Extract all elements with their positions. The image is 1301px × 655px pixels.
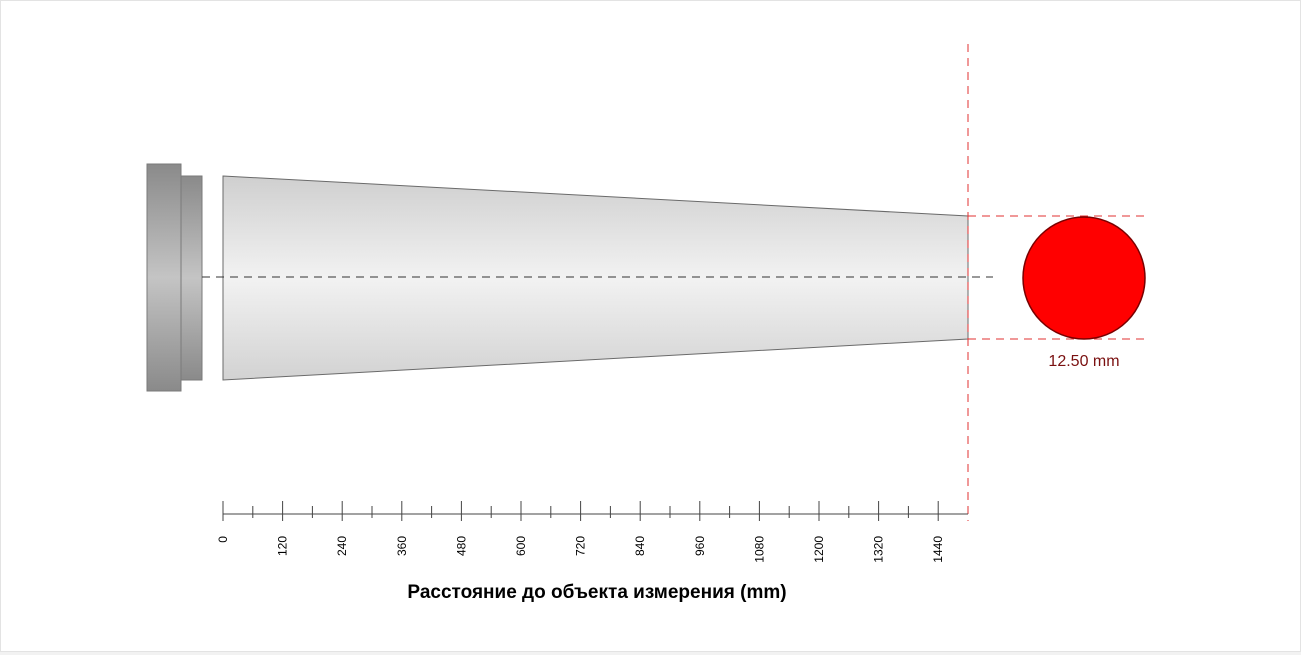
tick-label: 840 — [633, 536, 647, 556]
tick-label: 0 — [216, 536, 230, 543]
measurement-beam — [222, 175, 969, 381]
tick-label: 600 — [514, 536, 528, 556]
sensor-body — [146, 163, 182, 392]
axis-title: Расстояние до объекта измерения (mm) — [407, 582, 786, 603]
tick-label: 120 — [276, 536, 290, 556]
spot-diameter-label: 12.50 mm — [1048, 353, 1119, 370]
measurement-spot — [1022, 216, 1146, 340]
tick-label: 240 — [335, 536, 349, 556]
tick-label: 1320 — [872, 536, 886, 563]
distance-axis: 0 120 240 360 480 600 720 840 960 1080 1200 1320 144… — [216, 501, 968, 563]
tick-label: 1440 — [931, 536, 945, 563]
tick-label: 480 — [454, 536, 468, 556]
tick-label: 1080 — [752, 536, 766, 563]
tick-label: 360 — [395, 536, 409, 556]
tick-label: 720 — [574, 536, 588, 556]
sensor-lens-mount — [180, 175, 203, 381]
sensor — [146, 163, 203, 392]
tick-label: 1200 — [812, 536, 826, 563]
tick-label: 960 — [693, 536, 707, 556]
